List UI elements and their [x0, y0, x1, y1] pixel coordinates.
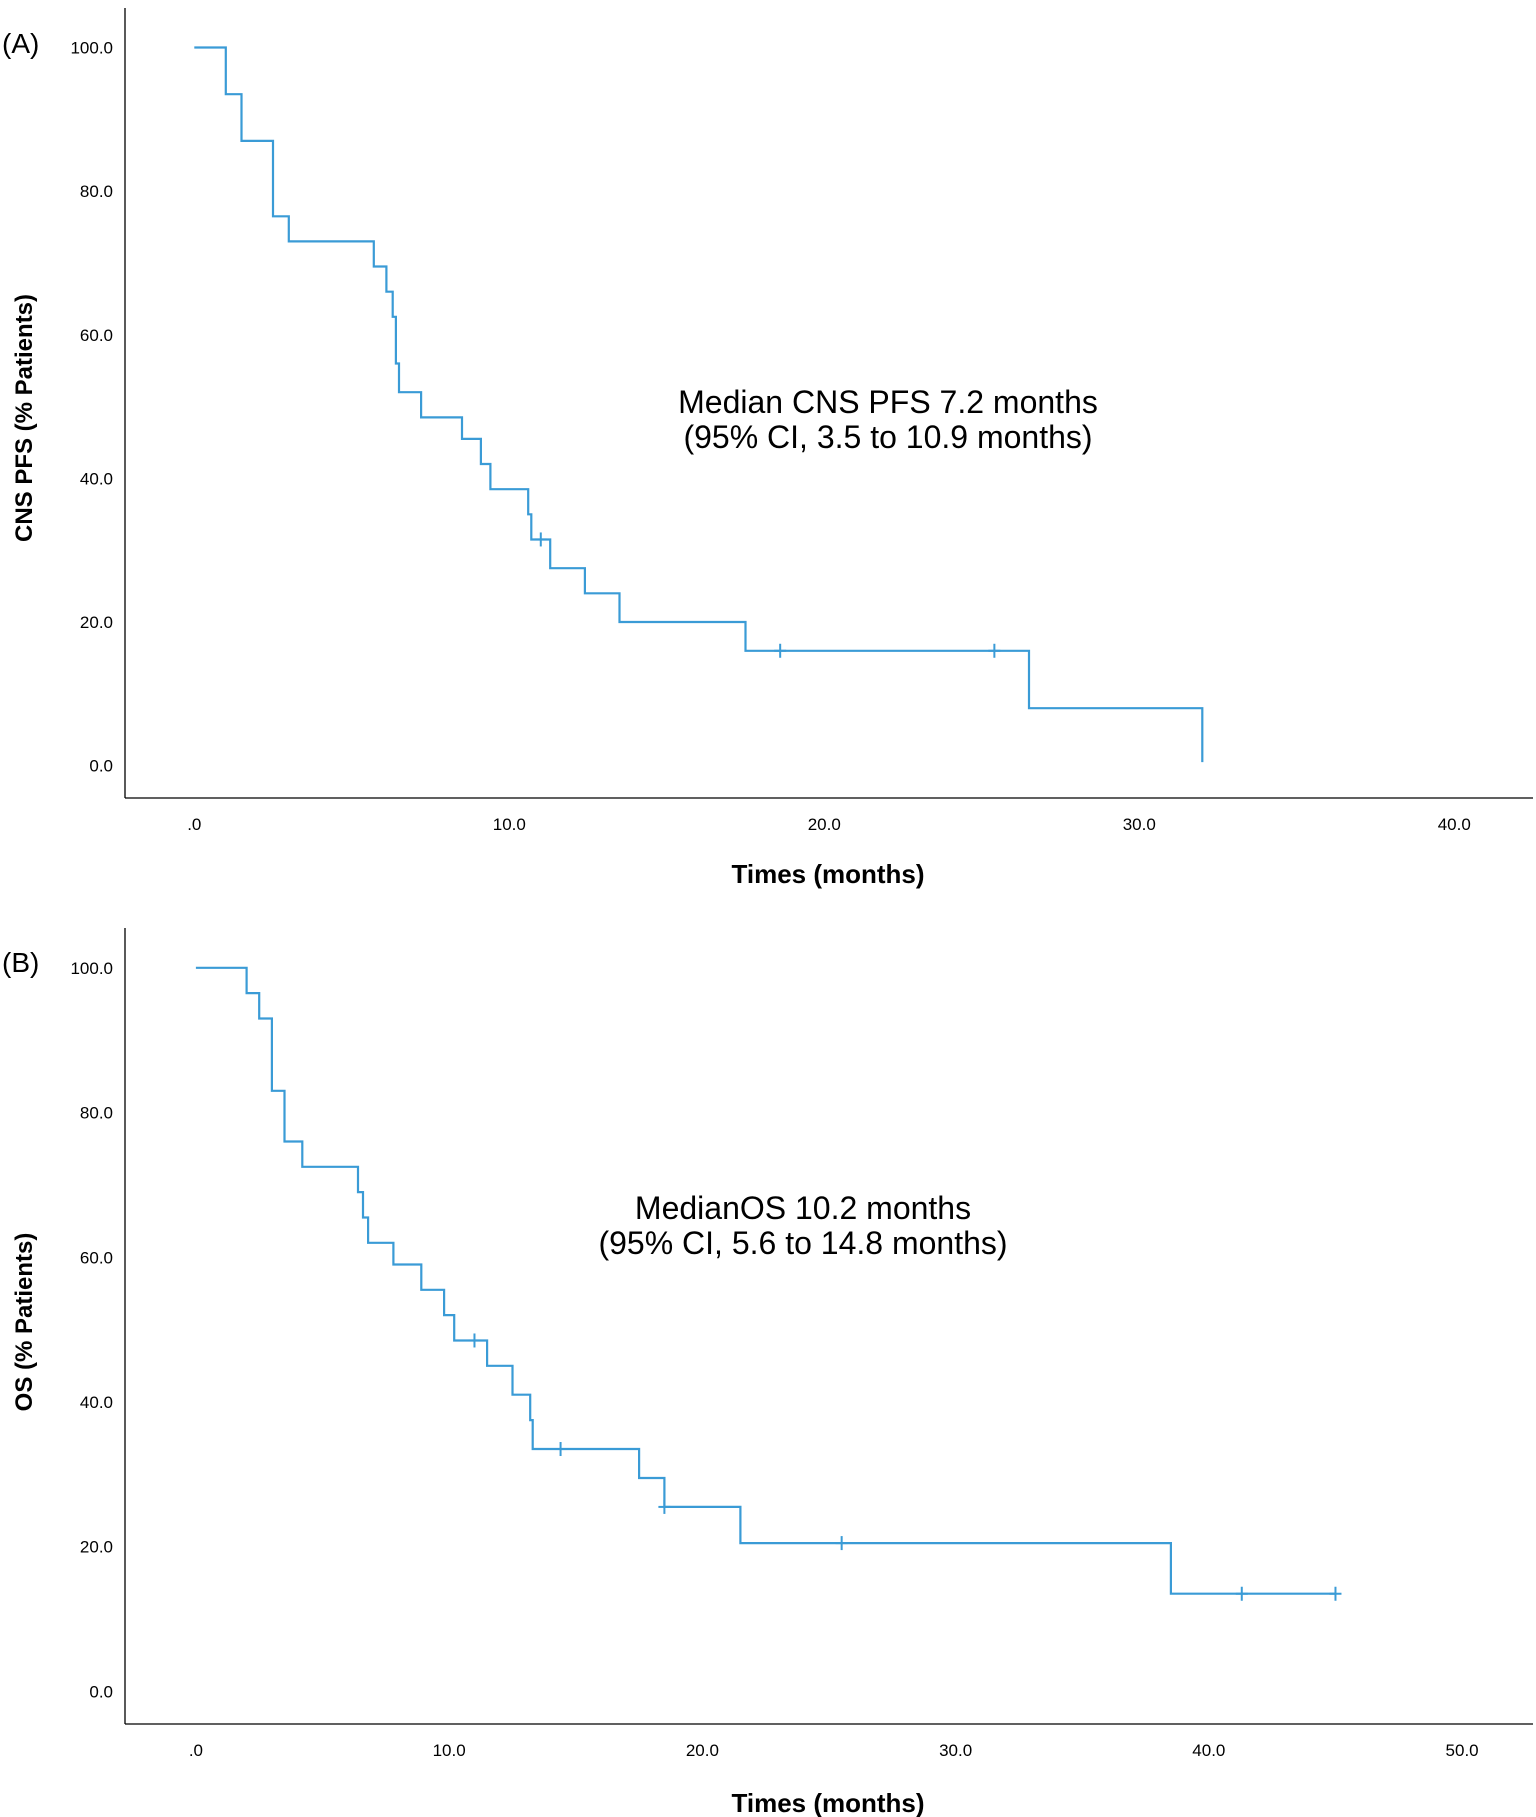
x-tick-label: 30.0: [939, 1741, 972, 1760]
censor-mark: [468, 1333, 481, 1348]
x-tick-label: .0: [189, 1741, 203, 1760]
y-tick-label: 0.0: [89, 757, 113, 776]
survival-curve: [194, 46, 1204, 763]
x-tick-labels: .0 10.0 20.0 30.0 40.0 50.0: [189, 1741, 1479, 1760]
censor-mark: [1329, 1586, 1342, 1601]
y-tick-label: 60.0: [80, 326, 113, 345]
x-tick-labels: .0 10.0 20.0 30.0 40.0: [187, 815, 1471, 834]
x-tick-label: 10.0: [493, 815, 526, 834]
censor-mark: [658, 1499, 671, 1514]
censor-mark: [554, 1442, 567, 1457]
y-tick-label: 100.0: [70, 39, 113, 58]
x-tick-label: 20.0: [686, 1741, 719, 1760]
y-tick-label: 80.0: [80, 1104, 113, 1123]
y-tick-label: 100.0: [70, 959, 113, 978]
censor-mark: [988, 643, 1001, 658]
x-tick-label: 30.0: [1123, 815, 1156, 834]
median-annotation-line1: Median CNS PFS 7.2 months: [678, 384, 1098, 420]
x-tick-label: 40.0: [1438, 815, 1471, 834]
km-chart-cns-pfs: (A) 0.0 20.0 40.0 60.0 80.0 100.0 .0 10.0 20.0 3…: [2, 8, 1533, 889]
censor-mark: [835, 1536, 848, 1551]
y-axis-title: CNS PFS (% Patients): [11, 294, 38, 542]
y-tick-label: 0.0: [89, 1682, 113, 1701]
x-tick-label: 10.0: [433, 1741, 466, 1760]
km-step-line: [194, 46, 1204, 763]
y-tick-label: 60.0: [80, 1248, 113, 1267]
median-annotation-line2: (95% CI, 3.5 to 10.9 months): [683, 419, 1092, 455]
survival-curve: [195, 966, 1342, 1601]
y-axis-title: OS (% Patients): [11, 1233, 38, 1412]
y-tick-label: 20.0: [80, 613, 113, 632]
panel-b: (B) 0.0 20.0 40.0 60.0 80.0 100.0 .0 10.0 20.0 3…: [0, 900, 1536, 1817]
y-tick-labels: 0.0 20.0 40.0 60.0 80.0 100.0: [70, 959, 113, 1702]
censor-mark: [1235, 1586, 1248, 1601]
km-chart-os: (B) 0.0 20.0 40.0 60.0 80.0 100.0 .0 10.0 20.0 3…: [2, 928, 1533, 1817]
y-tick-label: 40.0: [80, 469, 113, 488]
axes: [124, 8, 1533, 799]
x-tick-label: 50.0: [1446, 1741, 1479, 1760]
median-annotation-line2: (95% CI, 5.6 to 14.8 months): [598, 1225, 1007, 1261]
censor-mark: [774, 643, 787, 658]
x-axis-title: Times (months): [731, 859, 924, 889]
y-tick-label: 20.0: [80, 1538, 113, 1557]
y-tick-labels: 0.0 20.0 40.0 60.0 80.0 100.0: [70, 39, 113, 776]
y-tick-label: 80.0: [80, 182, 113, 201]
panel-label: (A): [2, 28, 39, 59]
x-axis-title: Times (months): [731, 1788, 924, 1817]
x-tick-label: 20.0: [808, 815, 841, 834]
km-step-line: [195, 966, 1336, 1595]
panel-a: (A) 0.0 20.0 40.0 60.0 80.0 100.0 .0 10.0 20.0 3…: [0, 0, 1536, 900]
x-tick-label: 40.0: [1192, 1741, 1225, 1760]
x-tick-label: .0: [187, 815, 201, 834]
median-annotation-line1: MedianOS 10.2 months: [635, 1190, 971, 1226]
y-tick-label: 40.0: [80, 1393, 113, 1412]
axes: [124, 928, 1533, 1725]
panel-label: (B): [2, 947, 39, 978]
censor-mark: [534, 532, 547, 547]
